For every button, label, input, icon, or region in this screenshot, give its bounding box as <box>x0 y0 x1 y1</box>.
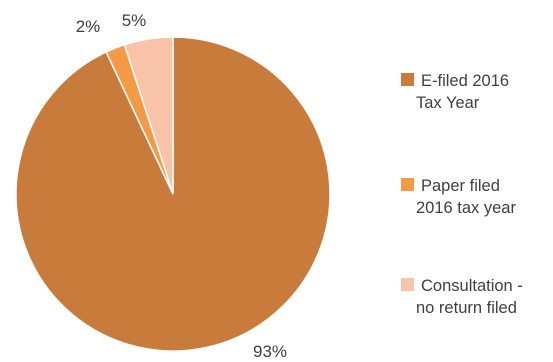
legend-label: no return filed <box>416 299 517 317</box>
legend-label: 2016 tax year <box>416 199 516 217</box>
slice-data-label: 2% <box>76 17 101 36</box>
legend-label: Consultation - <box>421 277 523 295</box>
legend-item: Paper filed 2016 tax year <box>401 177 516 217</box>
legend-swatch <box>401 73 414 86</box>
legend-item: Consultation - no return filed <box>401 277 523 317</box>
legend-label: Paper filed <box>421 177 500 195</box>
legend-label: E-filed 2016 <box>421 72 509 90</box>
slice-data-label: 5% <box>122 11 147 30</box>
legend-swatch <box>401 178 414 191</box>
legend-label: Tax Year <box>416 94 480 112</box>
legend-swatch <box>401 278 414 291</box>
slice-data-label: 93% <box>253 342 287 361</box>
legend-item: E-filed 2016 Tax Year <box>401 72 509 112</box>
pie-slice <box>123 36 174 195</box>
